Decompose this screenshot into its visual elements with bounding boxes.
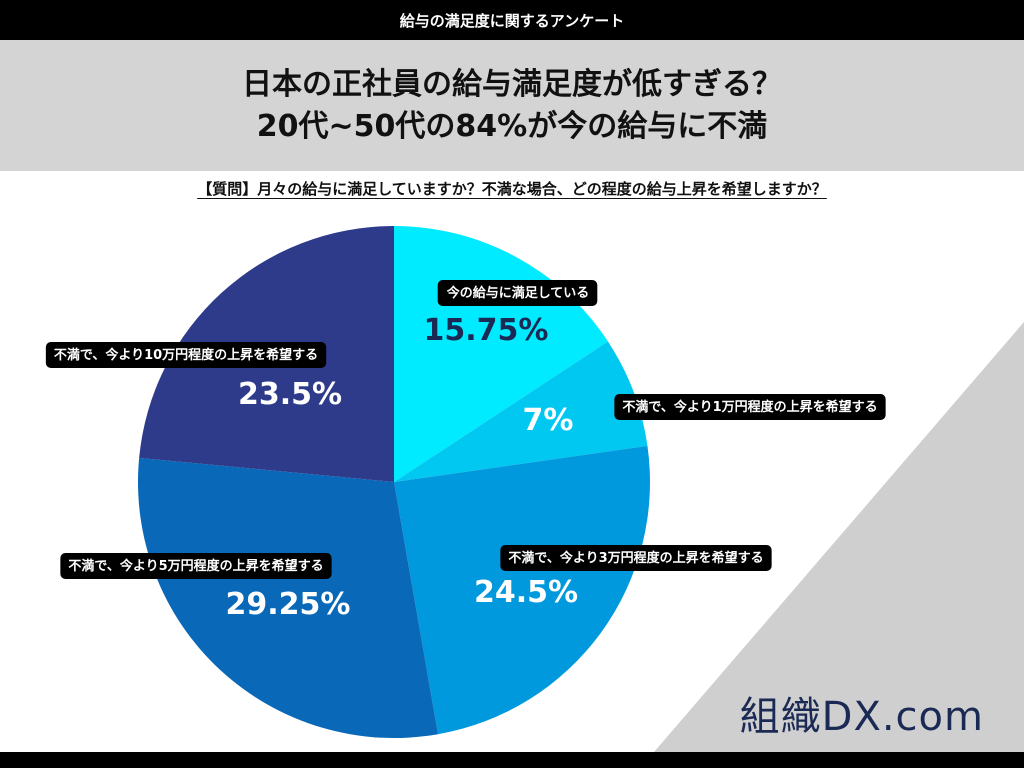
slice-label-box-3: [500, 545, 772, 571]
brand-logo: 組織DX.com: [739, 694, 984, 740]
slice-label-text-5: 不満で、今より10万円程度の上昇を希望する: [54, 347, 318, 363]
slice-label-box-5: [45, 342, 327, 368]
slice-label-5: 不満で、今より10万円程度の上昇を希望する: [45, 342, 327, 368]
pie-slice-4: [137, 457, 439, 738]
top-banner-text: 給与の満足度に関するアンケート: [399, 11, 625, 30]
page-title-line-2: 20代~50代の84%が今の給与に不満: [256, 108, 768, 144]
survey-question-text: 【質問】月々の給与に満足していますか？不満な場合、どの程度の給与上昇を希望します…: [197, 180, 827, 198]
survey-question: 【質問】月々の給与に満足していますか？不満な場合、どの程度の給与上昇を希望します…: [0, 178, 1024, 199]
slice-label-2: 不満で、今より1万円程度の上昇を希望する: [614, 394, 886, 420]
title-band: 日本の正社員の給与満足度が低すぎる？ 20代~50代の84%が今の給与に不満: [0, 40, 1024, 171]
slice-label-text-2: 不満で、今より1万円程度の上昇を希望する: [622, 399, 877, 415]
slice-value-3: 24.5%: [474, 575, 578, 610]
slice-label-4: 不満で、今より5万円程度の上昇を希望する: [60, 553, 332, 579]
slice-label-text-4: 不満で、今より5万円程度の上昇を希望する: [68, 558, 323, 574]
top-banner: 給与の満足度に関するアンケート: [0, 0, 1024, 40]
slice-label-box-4: [60, 553, 332, 579]
slice-label-box-1: [437, 280, 598, 306]
slice-value-5: 23.5%: [238, 377, 342, 412]
pie-slice-2: [394, 341, 648, 482]
slice-label-3: 不満で、今より3万円程度の上昇を希望する: [500, 545, 772, 571]
page-title-line-1: 日本の正社員の給与満足度が低すぎる？: [242, 66, 782, 102]
slice-value-1: 15.75%: [424, 313, 549, 348]
pie-slice-3: [394, 445, 650, 735]
slice-value-4: 29.25%: [226, 587, 351, 622]
slice-value-2: 7%: [523, 403, 574, 438]
bottom-bar: [0, 752, 1024, 768]
slice-label-text-3: 不満で、今より3万円程度の上昇を希望する: [508, 550, 763, 566]
slice-label-text-1: 今の給与に満足している: [446, 285, 590, 301]
slice-label-box-2: [614, 394, 886, 420]
slice-label-1: 今の給与に満足している: [437, 280, 598, 306]
